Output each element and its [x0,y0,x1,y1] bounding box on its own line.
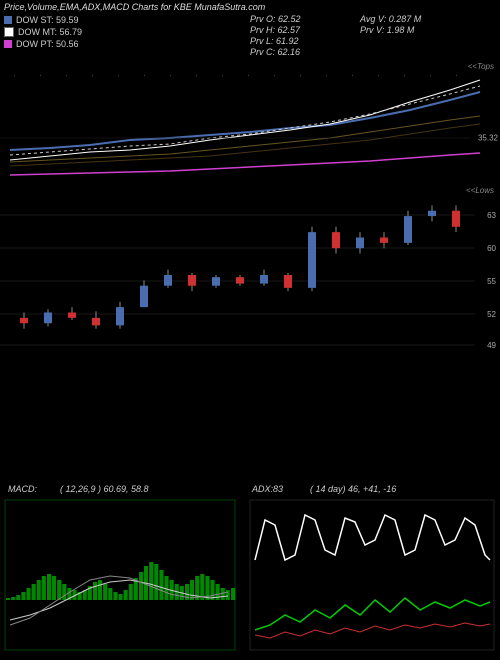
svg-text:·: · [218,71,226,79]
svg-text:60: 60 [487,244,496,253]
adx-params: ( 14 day) 46, +41, -16 [310,484,396,494]
macd-label: MACD: [8,484,37,494]
svg-text:·: · [166,71,174,79]
svg-text:·: · [426,71,434,79]
svg-text:52: 52 [487,310,496,319]
svg-text:·: · [296,71,304,79]
chart-canvas: · · · · · · · · · · · · · · · · · · 63 60 55 52 49 [0,0,500,660]
svg-text:55: 55 [487,277,496,286]
svg-text:·: · [62,71,70,79]
svg-text:49: 49 [487,341,496,350]
svg-text:·: · [192,71,200,79]
svg-text:·: · [140,71,148,79]
svg-text:·: · [244,71,252,79]
svg-text:·: · [374,71,382,79]
svg-text:·: · [88,71,96,79]
macd-params: ( 12,26,9 ) 60.69, 58.8 [60,484,149,494]
svg-text:·: · [322,71,330,79]
lows-label: <<Lows [466,186,494,195]
svg-text:·: · [348,71,356,79]
svg-text:·: · [452,71,460,79]
adx-label: ADX:83 [252,484,283,494]
tops-label: <<Tops [468,62,494,71]
svg-text:63: 63 [487,211,496,220]
price-tick: 35.32 [478,134,498,143]
svg-text:·: · [400,71,408,79]
svg-text:·: · [10,71,18,79]
svg-text:·: · [114,71,122,79]
svg-text:·: · [270,71,278,79]
svg-text:·: · [36,71,44,79]
